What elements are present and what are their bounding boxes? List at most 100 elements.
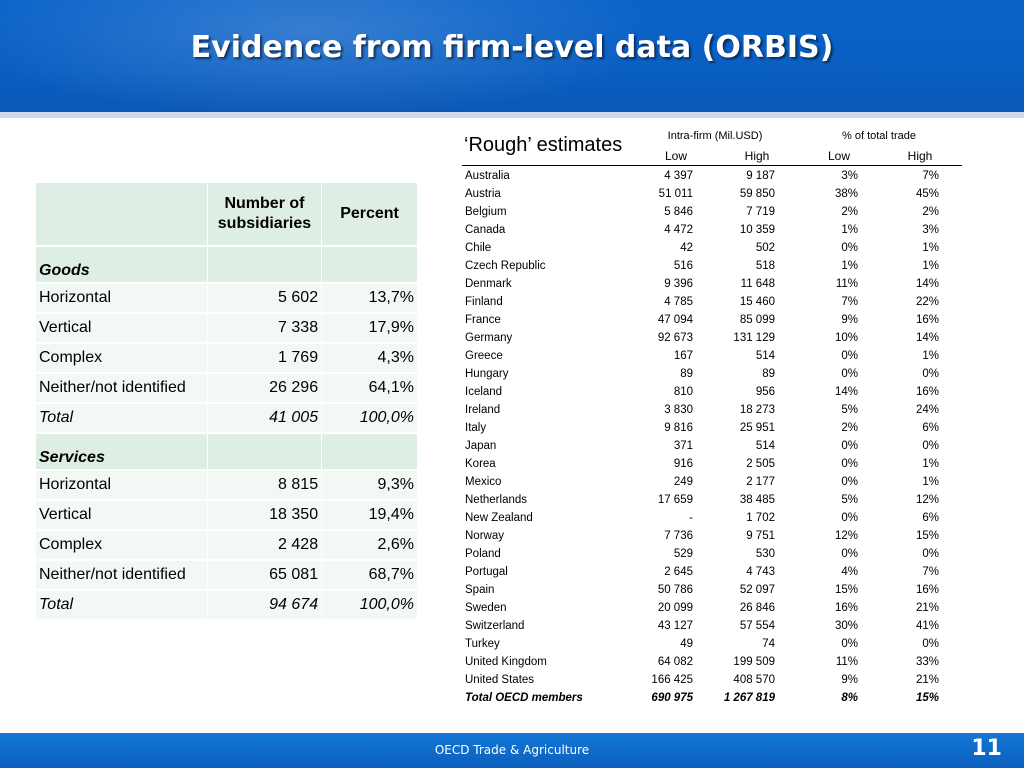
- row-count: 1 769: [207, 343, 323, 374]
- share-high: 15%: [915, 530, 939, 542]
- country-name: Italy: [465, 422, 487, 434]
- subheader-intra-low: Low: [664, 149, 687, 163]
- share-low: 2%: [841, 206, 858, 218]
- intra-high: 7 719: [746, 206, 775, 218]
- country-name: Australia: [465, 170, 510, 182]
- section-label: Services: [36, 433, 208, 471]
- row-percent: 2,6%: [321, 530, 418, 561]
- intra-high: 514: [755, 440, 775, 452]
- intra-high: 1 267 819: [723, 692, 775, 704]
- share-low: 9%: [841, 314, 858, 326]
- intra-high: 1 702: [746, 512, 775, 524]
- intra-high: 15 460: [739, 296, 775, 308]
- intra-high: 530: [755, 548, 775, 560]
- share-high: 1%: [922, 242, 939, 254]
- country-name: Iceland: [465, 386, 503, 398]
- intra-low: 89: [680, 368, 693, 380]
- intra-high: 74: [762, 638, 775, 650]
- share-low: 0%: [841, 458, 858, 470]
- share-high: 16%: [915, 386, 939, 398]
- share-low: 0%: [841, 350, 858, 362]
- section-empty-cell: [207, 433, 323, 471]
- share-high: 1%: [922, 476, 939, 488]
- share-low: 12%: [834, 530, 858, 542]
- row-label: Horizontal: [36, 470, 208, 501]
- share-high: 7%: [922, 566, 939, 578]
- row-label: Total: [36, 403, 208, 434]
- header-number-of-subsidiaries: Number of subsidiaries: [207, 183, 323, 247]
- share-low: 10%: [834, 332, 858, 344]
- row-count: 18 350: [207, 500, 323, 531]
- share-high: 16%: [915, 314, 939, 326]
- intra-low: 3 830: [664, 404, 693, 416]
- intra-high: 38 485: [739, 494, 775, 506]
- intra-high: 2 505: [746, 458, 775, 470]
- intra-high: 514: [755, 350, 775, 362]
- country-name: Mexico: [465, 476, 502, 488]
- intra-low: 5 846: [664, 206, 693, 218]
- section-label: Goods: [36, 246, 208, 284]
- share-low: 0%: [841, 368, 858, 380]
- section-row: Goods: [36, 246, 418, 284]
- row-percent: 19,4%: [321, 500, 418, 531]
- intra-low: 4 472: [664, 224, 693, 236]
- share-low: 2%: [841, 422, 858, 434]
- subsidiaries-table-header: Number of subsidiaries Percent: [36, 183, 418, 247]
- share-high: 3%: [922, 224, 939, 236]
- intra-high: 408 570: [733, 674, 775, 686]
- share-high: 14%: [915, 278, 939, 290]
- share-low: 0%: [841, 476, 858, 488]
- row-percent: 68,7%: [321, 560, 418, 591]
- share-low: 14%: [834, 386, 858, 398]
- table-row: Total 94 674 100,0%: [36, 590, 418, 621]
- share-low: 11%: [835, 656, 858, 668]
- table-row: Complex 1 769 4,3%: [36, 343, 418, 374]
- share-low: 7%: [841, 296, 858, 308]
- intra-high: 11 648: [740, 278, 775, 290]
- title-shine: [0, 0, 660, 118]
- subheader-share-low: Low: [827, 149, 850, 163]
- country-row: Denmark 9 396 11 648 11% 14%: [464, 276, 964, 294]
- intra-high: 2 177: [746, 476, 775, 488]
- country-row: Spain 50 786 52 097 15% 16%: [464, 582, 964, 600]
- intra-high: 956: [755, 386, 775, 398]
- page-number: 11: [971, 736, 1002, 761]
- intra-low: 516: [673, 260, 693, 272]
- share-low: 4%: [841, 566, 858, 578]
- share-high: 16%: [915, 584, 939, 596]
- row-label: Neither/not identified: [36, 373, 208, 404]
- header-rule: [462, 165, 962, 166]
- table-row: Horizontal 8 815 9,3%: [36, 470, 418, 501]
- row-percent: 4,3%: [321, 343, 418, 374]
- country-row: Chile 42 502 0% 1%: [464, 240, 964, 258]
- intra-high: 52 097: [739, 584, 775, 596]
- country-name: Poland: [465, 548, 501, 560]
- country-row: Finland 4 785 15 460 7% 22%: [464, 294, 964, 312]
- table-row: Vertical 7 338 17,9%: [36, 313, 418, 344]
- row-percent: 100,0%: [321, 403, 418, 434]
- header-share-of-trade: % of total trade: [842, 130, 916, 142]
- country-name: United States: [465, 674, 535, 686]
- intra-firm-estimates-table: Australia 4 397 9 187 3% 7% Austria 51 011 59 8…: [464, 168, 964, 708]
- section-empty-cell: [321, 246, 418, 284]
- intra-low: 4 397: [664, 170, 693, 182]
- country-row: Poland 529 530 0% 0%: [464, 546, 964, 564]
- country-name: Belgium: [465, 206, 507, 218]
- row-label: Vertical: [36, 500, 208, 531]
- title-divider: [0, 112, 1024, 118]
- country-name: Czech Republic: [465, 260, 546, 272]
- intra-low: 7 736: [664, 530, 693, 542]
- intra-high: 85 099: [739, 314, 775, 326]
- intra-low: -: [689, 512, 693, 524]
- country-name: United Kingdom: [465, 656, 547, 668]
- row-count: 2 428: [207, 530, 323, 561]
- row-count: 26 296: [207, 373, 323, 404]
- country-row: Mexico 249 2 177 0% 1%: [464, 474, 964, 492]
- share-high: 41%: [915, 620, 939, 632]
- intra-low: 92 673: [657, 332, 693, 344]
- row-count: 5 602: [207, 283, 323, 314]
- intra-low: 166 425: [651, 674, 693, 686]
- intra-low: 2 645: [664, 566, 693, 578]
- intra-low: 43 127: [657, 620, 693, 632]
- country-name: Greece: [465, 350, 503, 362]
